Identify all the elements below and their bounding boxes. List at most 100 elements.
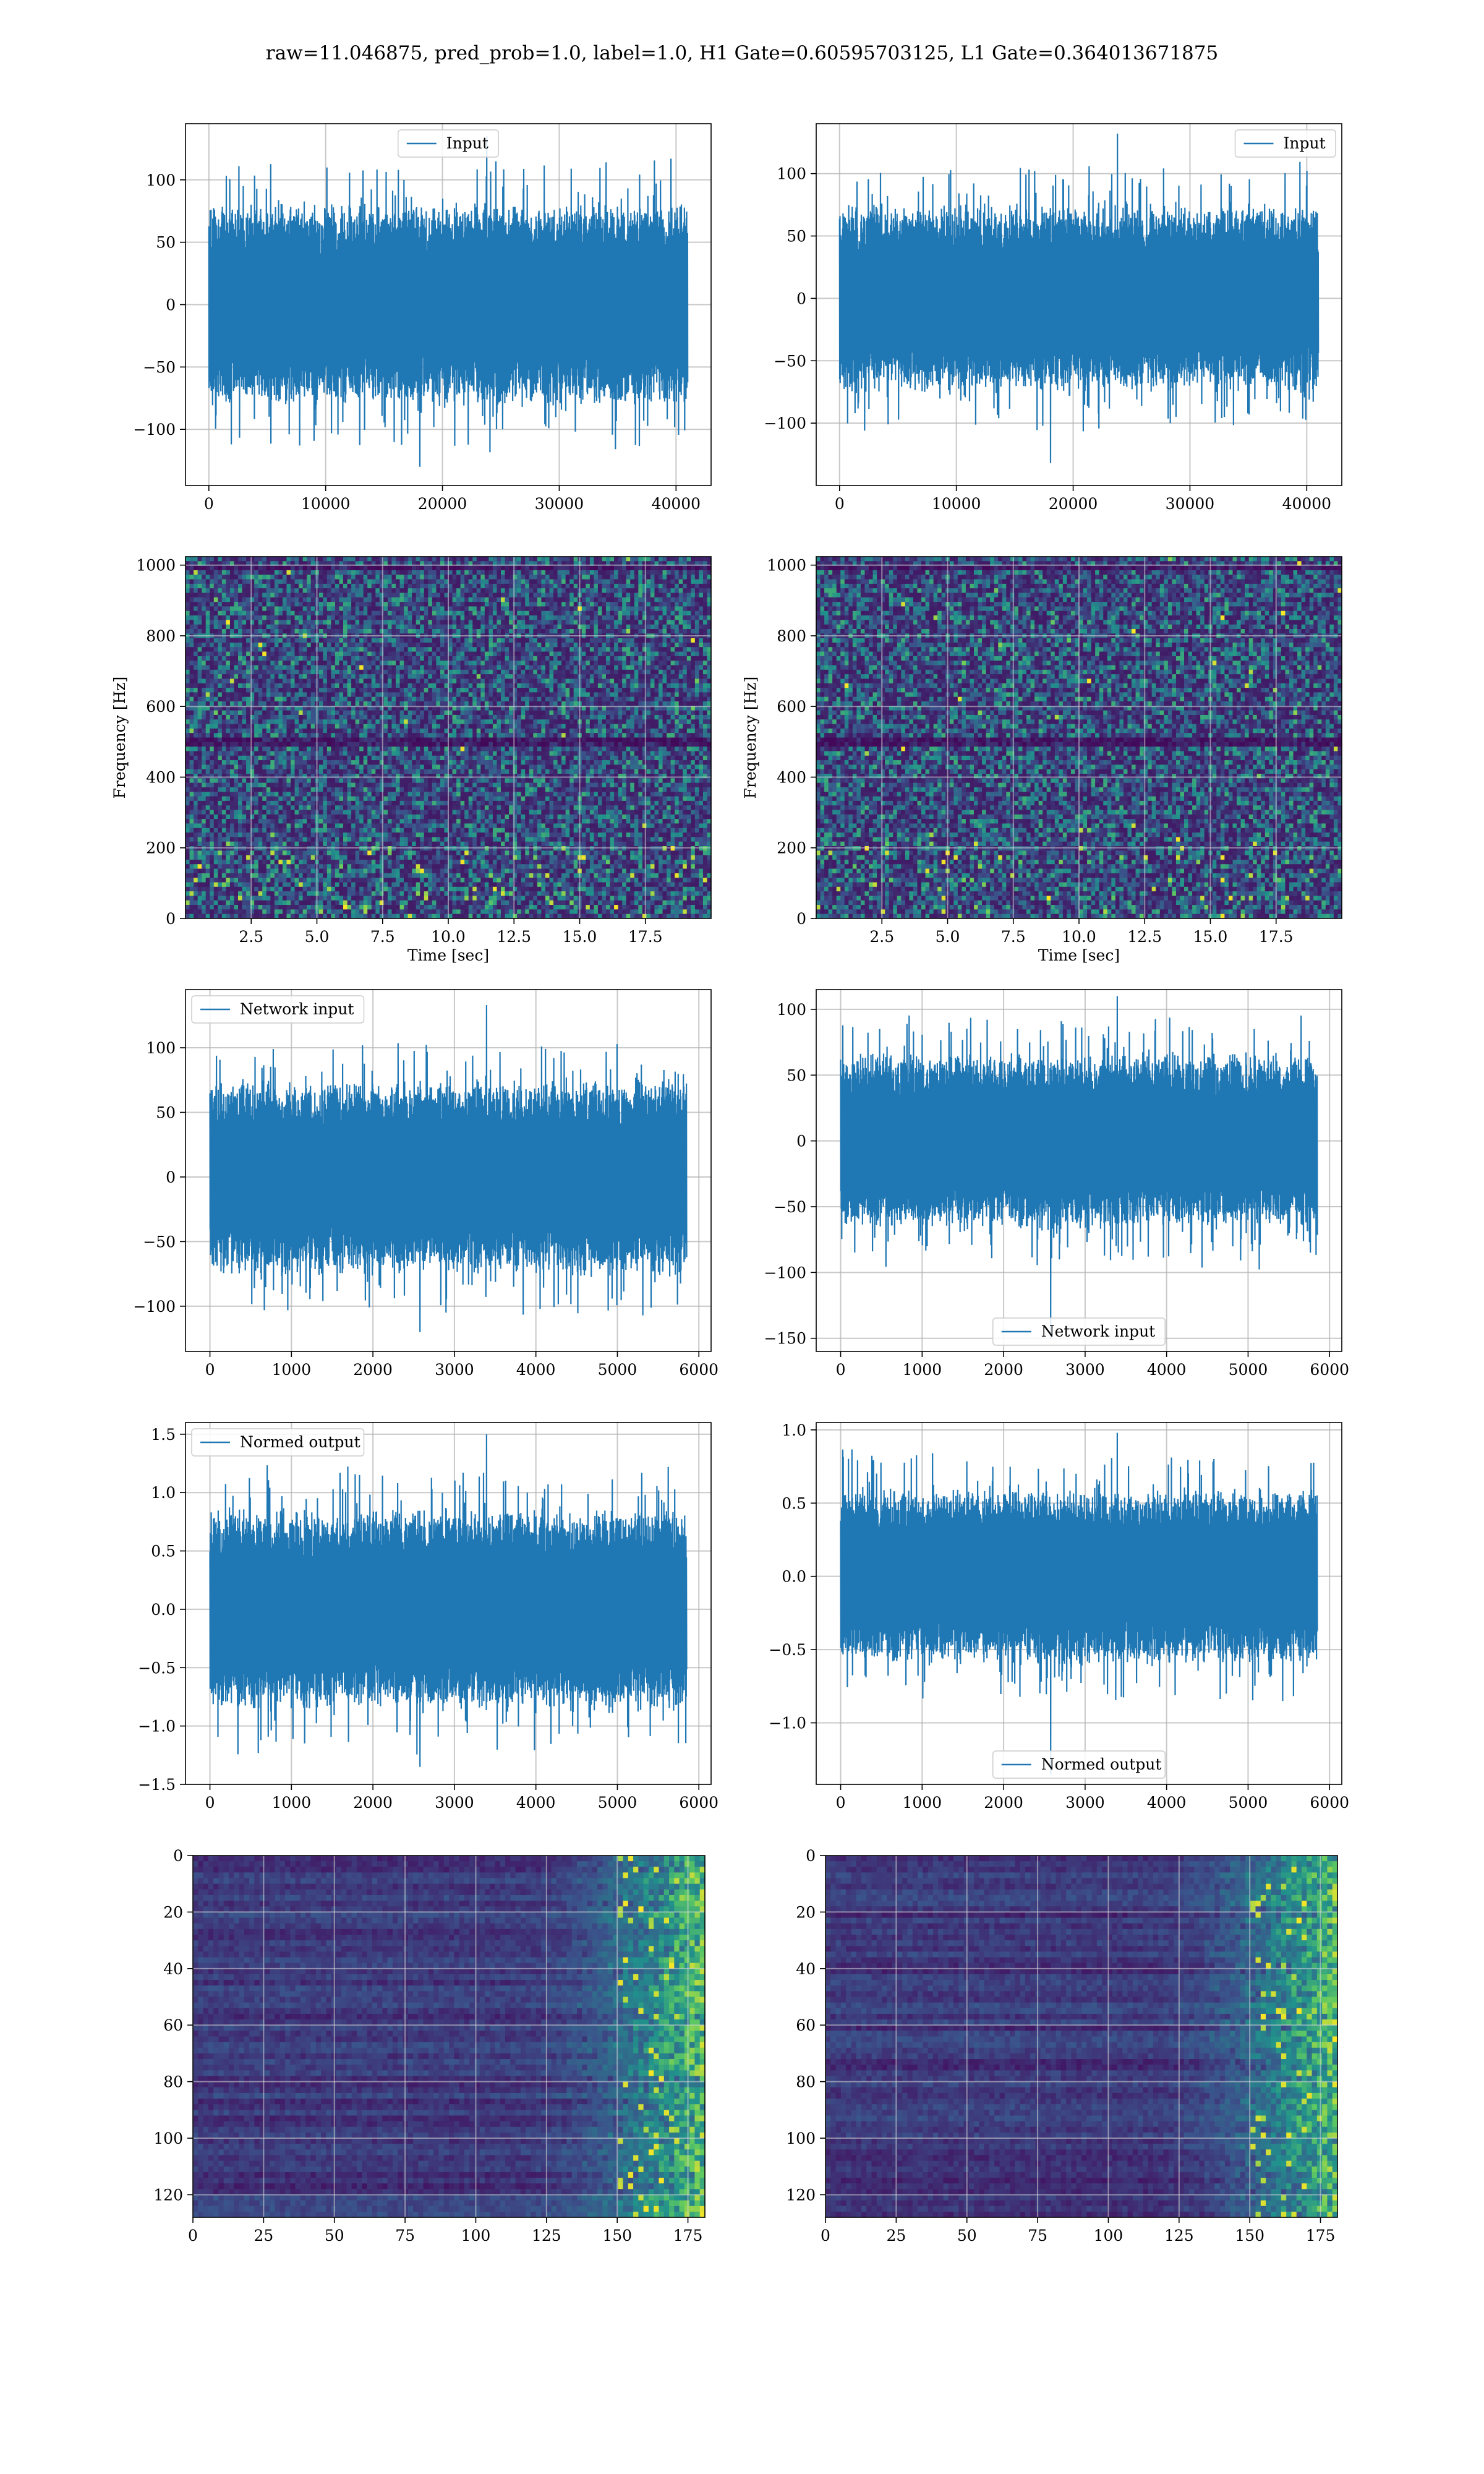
heatmap-cell	[525, 692, 530, 698]
heatmap-cell	[589, 561, 594, 567]
heatmap-cell	[597, 701, 603, 706]
heatmap-cell	[436, 629, 441, 634]
heatmap-cell	[650, 683, 655, 688]
heatmap-cell	[307, 561, 312, 567]
heatmap-cell	[581, 570, 586, 575]
heatmap-cell	[569, 597, 574, 602]
heatmap-cell	[678, 669, 683, 675]
heatmap-cell	[326, 588, 331, 594]
heatmap-cell	[226, 674, 231, 680]
heatmap-cell	[549, 638, 554, 643]
legend: Input	[398, 129, 499, 158]
heatmap-cell	[351, 692, 356, 698]
heatmap-cell	[205, 714, 210, 720]
heatmap-cell	[282, 593, 288, 598]
heatmap-cell	[335, 565, 340, 571]
heatmap-cell	[662, 678, 667, 684]
heatmap-cell	[416, 575, 420, 580]
heatmap-cell	[549, 557, 554, 562]
heatmap-cell	[626, 651, 631, 657]
heatmap-cell	[480, 561, 485, 567]
heatmap-cell	[399, 579, 404, 584]
heatmap-cell	[670, 629, 675, 634]
heatmap-cell	[581, 665, 586, 670]
heatmap-cell	[371, 565, 376, 571]
heatmap-cell	[630, 579, 635, 584]
heatmap-cell	[262, 661, 267, 666]
heatmap-cell	[702, 610, 708, 616]
heatmap-cell	[436, 651, 441, 657]
heatmap-cell	[391, 602, 396, 607]
heatmap-cell	[602, 638, 607, 643]
heatmap-cell	[213, 588, 218, 594]
heatmap-cell	[379, 710, 384, 716]
heatmap-cell	[513, 669, 518, 675]
heatmap-cell	[387, 710, 393, 716]
heatmap-cell	[529, 656, 534, 661]
heatmap-cell	[614, 696, 619, 702]
heatmap-cell	[310, 647, 315, 653]
heatmap-cell	[694, 615, 699, 620]
heatmap-cell	[634, 665, 639, 670]
heatmap-cell	[472, 583, 477, 589]
heatmap-cell	[646, 620, 651, 625]
heatmap-cell	[286, 661, 291, 666]
heatmap-cell	[286, 638, 291, 643]
heatmap-cell	[242, 678, 247, 684]
heatmap-cell	[626, 620, 631, 625]
heatmap-cell	[581, 629, 586, 634]
heatmap-cell	[363, 683, 368, 688]
heatmap-cell	[614, 638, 619, 643]
heatmap-cell	[428, 696, 433, 702]
heatmap-cell	[420, 570, 425, 575]
heatmap-cell	[569, 674, 574, 680]
heatmap-cell	[202, 724, 207, 729]
heatmap-cell	[202, 719, 207, 725]
heatmap-cell	[323, 647, 328, 653]
x-tick-label: 10000	[301, 495, 351, 513]
heatmap-cell	[678, 647, 683, 653]
heatmap-cell	[549, 561, 554, 567]
heatmap-cell	[448, 651, 453, 657]
heatmap-cell	[383, 656, 388, 661]
heatmap-cell	[444, 661, 449, 666]
heatmap-cell	[618, 570, 623, 575]
heatmap-cell	[606, 696, 611, 702]
heatmap-cell	[379, 669, 384, 675]
heatmap-cell	[238, 696, 243, 702]
heatmap-cell	[189, 606, 194, 612]
heatmap-cell	[218, 610, 223, 616]
heatmap-cell	[606, 588, 611, 594]
heatmap-cell	[371, 701, 376, 706]
heatmap-cell	[654, 570, 659, 575]
heatmap-cell	[194, 724, 198, 729]
heatmap-cell	[553, 593, 558, 598]
heatmap-cell	[686, 579, 691, 584]
heatmap-cell	[234, 610, 239, 616]
heatmap-cell	[221, 570, 226, 575]
heatmap-cell	[428, 678, 433, 684]
heatmap-cell	[521, 678, 526, 684]
heatmap-cell	[541, 674, 546, 680]
heatmap-cell	[335, 629, 340, 634]
heatmap-cell	[492, 696, 498, 702]
heatmap-cell	[343, 570, 348, 575]
heatmap-cell	[468, 583, 473, 589]
heatmap-cell	[186, 620, 190, 625]
heatmap-cell	[686, 575, 691, 580]
heatmap-cell	[646, 669, 651, 675]
heatmap-cell	[210, 561, 215, 567]
heatmap-cell	[630, 638, 635, 643]
heatmap-cell	[476, 674, 481, 680]
heatmap-cell	[529, 678, 534, 684]
heatmap-cell	[428, 714, 433, 720]
heatmap-cell	[699, 688, 704, 693]
heatmap-cell	[428, 561, 433, 567]
heatmap-cell	[218, 557, 223, 562]
heatmap-cell	[355, 647, 360, 653]
heatmap-cell	[659, 696, 663, 702]
heatmap-cell	[654, 651, 659, 657]
heatmap-cell	[302, 692, 307, 698]
heatmap-cell	[226, 692, 231, 698]
heatmap-cell	[302, 683, 307, 688]
